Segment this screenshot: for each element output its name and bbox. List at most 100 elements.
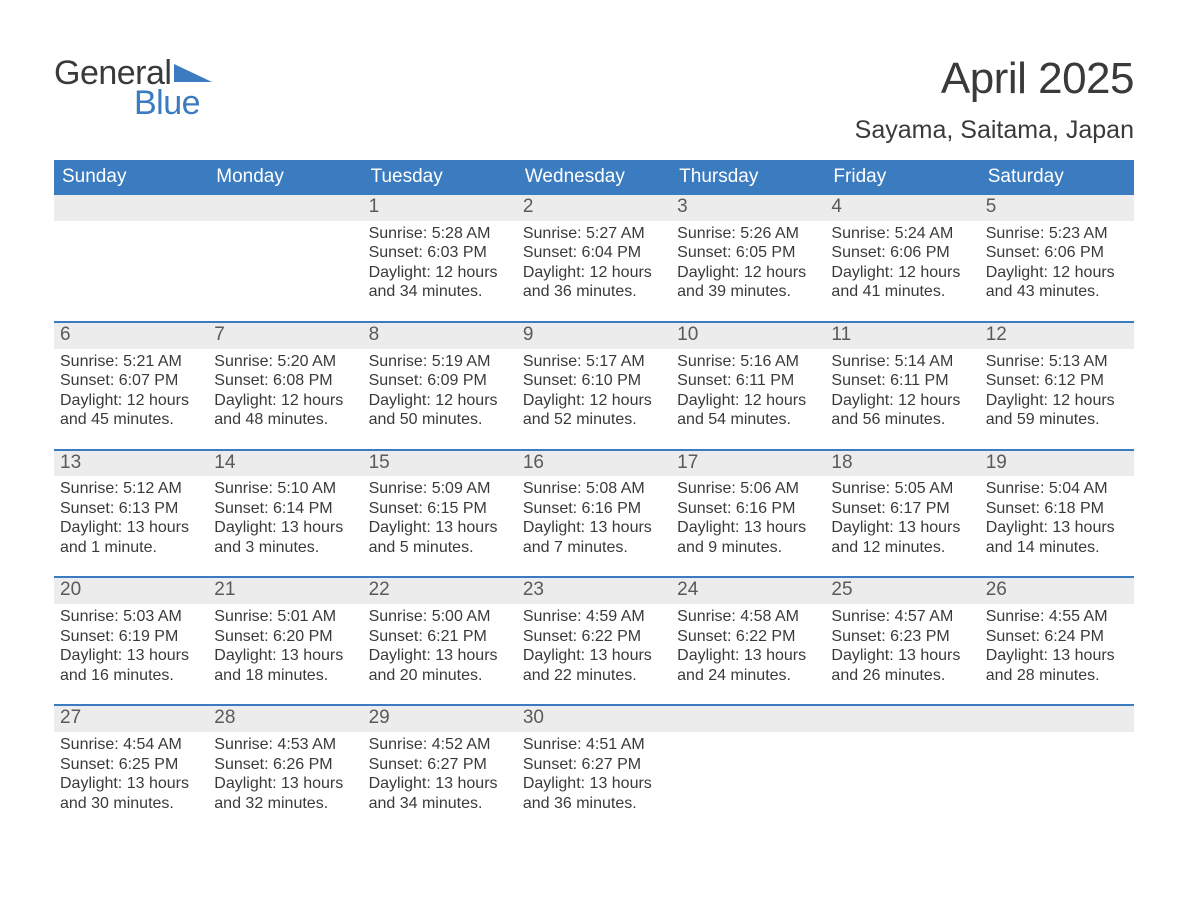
day-body: Sunrise: 5:06 AMSunset: 6:16 PMDaylight:… bbox=[671, 476, 825, 562]
calendar-day: 2Sunrise: 5:27 AMSunset: 6:04 PMDaylight… bbox=[517, 195, 671, 307]
day-body: Sunrise: 5:09 AMSunset: 6:15 PMDaylight:… bbox=[363, 476, 517, 562]
day-number: 25 bbox=[825, 578, 979, 604]
calendar-day: 23Sunrise: 4:59 AMSunset: 6:22 PMDayligh… bbox=[517, 578, 671, 690]
sunset-line: Sunset: 6:22 PM bbox=[523, 627, 665, 647]
sunset-line: Sunset: 6:05 PM bbox=[677, 243, 819, 263]
sunrise-line: Sunrise: 5:24 AM bbox=[831, 224, 973, 244]
day-number: 22 bbox=[363, 578, 517, 604]
sunset-line: Sunset: 6:16 PM bbox=[677, 499, 819, 519]
sunset-line: Sunset: 6:14 PM bbox=[214, 499, 356, 519]
day-number: 13 bbox=[54, 451, 208, 477]
sunrise-line: Sunrise: 5:27 AM bbox=[523, 224, 665, 244]
daylight-line: Daylight: 13 hours and 30 minutes. bbox=[60, 774, 202, 813]
sunrise-line: Sunrise: 5:05 AM bbox=[831, 479, 973, 499]
day-number: 16 bbox=[517, 451, 671, 477]
calendar-day: 21Sunrise: 5:01 AMSunset: 6:20 PMDayligh… bbox=[208, 578, 362, 690]
sunset-line: Sunset: 6:09 PM bbox=[369, 371, 511, 391]
sunrise-line: Sunrise: 5:16 AM bbox=[677, 352, 819, 372]
sunrise-line: Sunrise: 4:54 AM bbox=[60, 735, 202, 755]
page-title: April 2025 bbox=[941, 54, 1134, 104]
calendar-day: 8Sunrise: 5:19 AMSunset: 6:09 PMDaylight… bbox=[363, 323, 517, 435]
sunset-line: Sunset: 6:03 PM bbox=[369, 243, 511, 263]
daylight-line: Daylight: 12 hours and 34 minutes. bbox=[369, 263, 511, 302]
calendar-day: 22Sunrise: 5:00 AMSunset: 6:21 PMDayligh… bbox=[363, 578, 517, 690]
daylight-line: Daylight: 13 hours and 3 minutes. bbox=[214, 518, 356, 557]
day-number: 14 bbox=[208, 451, 362, 477]
sunrise-line: Sunrise: 5:03 AM bbox=[60, 607, 202, 627]
sunrise-line: Sunrise: 5:13 AM bbox=[986, 352, 1128, 372]
sunrise-line: Sunrise: 4:51 AM bbox=[523, 735, 665, 755]
daylight-line: Daylight: 13 hours and 24 minutes. bbox=[677, 646, 819, 685]
calendar-day bbox=[980, 706, 1134, 818]
sunset-line: Sunset: 6:06 PM bbox=[986, 243, 1128, 263]
calendar-day: 12Sunrise: 5:13 AMSunset: 6:12 PMDayligh… bbox=[980, 323, 1134, 435]
day-number: 8 bbox=[363, 323, 517, 349]
calendar-day: 27Sunrise: 4:54 AMSunset: 6:25 PMDayligh… bbox=[54, 706, 208, 818]
dow-cell: Tuesday bbox=[363, 160, 517, 195]
calendar-day bbox=[671, 706, 825, 818]
day-body: Sunrise: 5:24 AMSunset: 6:06 PMDaylight:… bbox=[825, 221, 979, 307]
day-number bbox=[208, 195, 362, 221]
week-row: 20Sunrise: 5:03 AMSunset: 6:19 PMDayligh… bbox=[54, 576, 1134, 690]
calendar: SundayMondayTuesdayWednesdayThursdayFrid… bbox=[54, 160, 1134, 818]
sunset-line: Sunset: 6:26 PM bbox=[214, 755, 356, 775]
day-number: 26 bbox=[980, 578, 1134, 604]
day-body: Sunrise: 5:08 AMSunset: 6:16 PMDaylight:… bbox=[517, 476, 671, 562]
sunrise-line: Sunrise: 5:14 AM bbox=[831, 352, 973, 372]
day-number: 11 bbox=[825, 323, 979, 349]
sunrise-line: Sunrise: 5:28 AM bbox=[369, 224, 511, 244]
daylight-line: Daylight: 13 hours and 7 minutes. bbox=[523, 518, 665, 557]
sunset-line: Sunset: 6:10 PM bbox=[523, 371, 665, 391]
day-body bbox=[54, 221, 208, 307]
day-number: 24 bbox=[671, 578, 825, 604]
sunset-line: Sunset: 6:27 PM bbox=[369, 755, 511, 775]
day-body: Sunrise: 4:58 AMSunset: 6:22 PMDaylight:… bbox=[671, 604, 825, 690]
calendar-day: 26Sunrise: 4:55 AMSunset: 6:24 PMDayligh… bbox=[980, 578, 1134, 690]
day-body: Sunrise: 5:05 AMSunset: 6:17 PMDaylight:… bbox=[825, 476, 979, 562]
day-number: 19 bbox=[980, 451, 1134, 477]
day-number: 28 bbox=[208, 706, 362, 732]
sunset-line: Sunset: 6:04 PM bbox=[523, 243, 665, 263]
calendar-day: 4Sunrise: 5:24 AMSunset: 6:06 PMDaylight… bbox=[825, 195, 979, 307]
calendar-day bbox=[54, 195, 208, 307]
day-body: Sunrise: 5:23 AMSunset: 6:06 PMDaylight:… bbox=[980, 221, 1134, 307]
dow-cell: Wednesday bbox=[517, 160, 671, 195]
daylight-line: Daylight: 13 hours and 28 minutes. bbox=[986, 646, 1128, 685]
daylight-line: Daylight: 13 hours and 12 minutes. bbox=[831, 518, 973, 557]
calendar-day: 25Sunrise: 4:57 AMSunset: 6:23 PMDayligh… bbox=[825, 578, 979, 690]
day-body: Sunrise: 5:26 AMSunset: 6:05 PMDaylight:… bbox=[671, 221, 825, 307]
daylight-line: Daylight: 13 hours and 26 minutes. bbox=[831, 646, 973, 685]
week-row: 1Sunrise: 5:28 AMSunset: 6:03 PMDaylight… bbox=[54, 195, 1134, 307]
sunrise-line: Sunrise: 5:20 AM bbox=[214, 352, 356, 372]
sunset-line: Sunset: 6:25 PM bbox=[60, 755, 202, 775]
sunset-line: Sunset: 6:12 PM bbox=[986, 371, 1128, 391]
day-body: Sunrise: 5:28 AMSunset: 6:03 PMDaylight:… bbox=[363, 221, 517, 307]
calendar-day: 29Sunrise: 4:52 AMSunset: 6:27 PMDayligh… bbox=[363, 706, 517, 818]
calendar-day: 6Sunrise: 5:21 AMSunset: 6:07 PMDaylight… bbox=[54, 323, 208, 435]
sunrise-line: Sunrise: 5:01 AM bbox=[214, 607, 356, 627]
sunset-line: Sunset: 6:11 PM bbox=[831, 371, 973, 391]
day-body: Sunrise: 5:00 AMSunset: 6:21 PMDaylight:… bbox=[363, 604, 517, 690]
sunset-line: Sunset: 6:27 PM bbox=[523, 755, 665, 775]
week-row: 6Sunrise: 5:21 AMSunset: 6:07 PMDaylight… bbox=[54, 321, 1134, 435]
day-number bbox=[825, 706, 979, 732]
daylight-line: Daylight: 12 hours and 39 minutes. bbox=[677, 263, 819, 302]
day-of-week-header: SundayMondayTuesdayWednesdayThursdayFrid… bbox=[54, 160, 1134, 195]
daylight-line: Daylight: 13 hours and 5 minutes. bbox=[369, 518, 511, 557]
day-body: Sunrise: 5:16 AMSunset: 6:11 PMDaylight:… bbox=[671, 349, 825, 435]
daylight-line: Daylight: 12 hours and 36 minutes. bbox=[523, 263, 665, 302]
brand-word-2: Blue bbox=[134, 86, 200, 120]
sunset-line: Sunset: 6:06 PM bbox=[831, 243, 973, 263]
sunrise-line: Sunrise: 5:04 AM bbox=[986, 479, 1128, 499]
sunrise-line: Sunrise: 4:53 AM bbox=[214, 735, 356, 755]
daylight-line: Daylight: 13 hours and 14 minutes. bbox=[986, 518, 1128, 557]
sunset-line: Sunset: 6:19 PM bbox=[60, 627, 202, 647]
daylight-line: Daylight: 13 hours and 1 minute. bbox=[60, 518, 202, 557]
sunrise-line: Sunrise: 4:55 AM bbox=[986, 607, 1128, 627]
calendar-day: 15Sunrise: 5:09 AMSunset: 6:15 PMDayligh… bbox=[363, 451, 517, 563]
day-number bbox=[54, 195, 208, 221]
calendar-day bbox=[208, 195, 362, 307]
sunrise-line: Sunrise: 4:59 AM bbox=[523, 607, 665, 627]
day-number: 17 bbox=[671, 451, 825, 477]
day-body: Sunrise: 4:52 AMSunset: 6:27 PMDaylight:… bbox=[363, 732, 517, 818]
